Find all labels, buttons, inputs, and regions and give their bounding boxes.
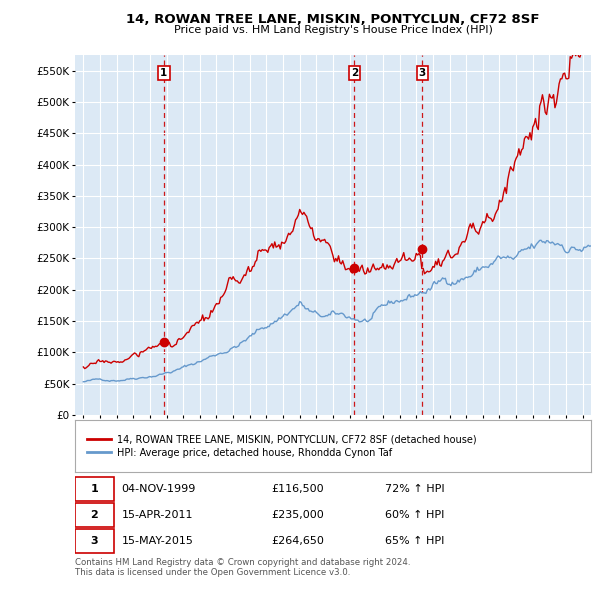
Text: £264,650: £264,650 [271,536,324,546]
Text: 2: 2 [91,510,98,520]
Text: 3: 3 [419,68,426,78]
FancyBboxPatch shape [75,529,114,553]
Text: 1: 1 [160,68,167,78]
Text: 1: 1 [91,484,98,494]
Text: Price paid vs. HM Land Registry's House Price Index (HPI): Price paid vs. HM Land Registry's House … [173,25,493,35]
FancyBboxPatch shape [75,503,114,527]
Text: 2: 2 [351,68,358,78]
FancyBboxPatch shape [75,477,114,500]
Text: 72% ↑ HPI: 72% ↑ HPI [385,484,444,494]
Text: 14, ROWAN TREE LANE, MISKIN, PONTYCLUN, CF72 8SF: 14, ROWAN TREE LANE, MISKIN, PONTYCLUN, … [126,13,540,26]
Text: 04-NOV-1999: 04-NOV-1999 [121,484,196,494]
Text: £116,500: £116,500 [271,484,324,494]
Text: 15-MAY-2015: 15-MAY-2015 [121,536,193,546]
Text: 3: 3 [91,536,98,546]
Text: Contains HM Land Registry data © Crown copyright and database right 2024.
This d: Contains HM Land Registry data © Crown c… [75,558,410,578]
Text: 60% ↑ HPI: 60% ↑ HPI [385,510,444,520]
Text: £235,000: £235,000 [271,510,324,520]
Legend: 14, ROWAN TREE LANE, MISKIN, PONTYCLUN, CF72 8SF (detached house), HPI: Average : 14, ROWAN TREE LANE, MISKIN, PONTYCLUN, … [85,432,479,460]
Text: 15-APR-2011: 15-APR-2011 [121,510,193,520]
Text: 65% ↑ HPI: 65% ↑ HPI [385,536,444,546]
